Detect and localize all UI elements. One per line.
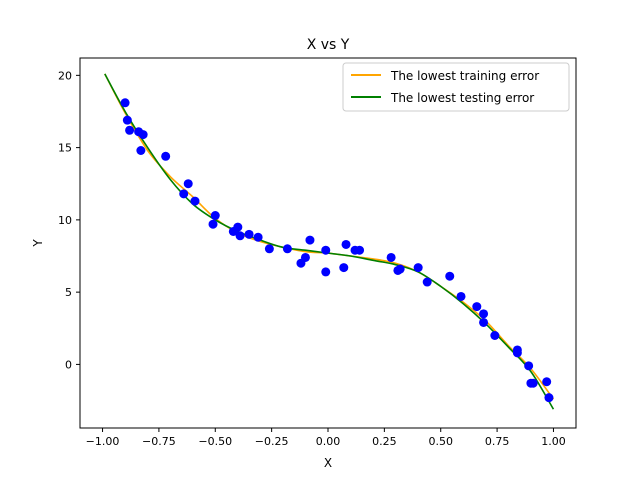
- data-point: [183, 179, 193, 189]
- scatter-points: [120, 98, 554, 403]
- y-tick-label: 10: [58, 214, 72, 227]
- data-point: [321, 267, 331, 277]
- data-point: [413, 263, 423, 273]
- data-point: [544, 393, 554, 403]
- data-point: [456, 291, 466, 301]
- x-tick-label: 0.50: [428, 435, 453, 448]
- y-tick-label: 0: [65, 358, 72, 371]
- data-point: [321, 245, 331, 255]
- y-tick-label: 20: [58, 69, 72, 82]
- data-point: [138, 130, 148, 140]
- data-point: [445, 271, 455, 281]
- data-point: [512, 348, 522, 358]
- data-point: [300, 252, 310, 262]
- x-tick-label: −0.75: [142, 435, 176, 448]
- data-point: [210, 211, 220, 221]
- data-point: [422, 277, 432, 287]
- data-point: [395, 264, 405, 274]
- data-point: [528, 378, 538, 388]
- data-point: [244, 229, 254, 239]
- data-point: [542, 377, 552, 387]
- data-point: [264, 244, 274, 254]
- legend-label-testing: The lowest testing error: [390, 91, 534, 105]
- x-tick-label: −0.25: [255, 435, 289, 448]
- data-point: [161, 151, 171, 161]
- y-tick-label: 15: [58, 142, 72, 155]
- x-tick-label: −1.00: [86, 435, 120, 448]
- legend-label-training: The lowest training error: [390, 69, 539, 83]
- y-axis-ticks: 0 5 10 15 20: [58, 69, 80, 371]
- data-point: [253, 232, 263, 242]
- data-point: [208, 219, 218, 229]
- data-point: [490, 331, 500, 340]
- y-axis-label: Y: [31, 239, 45, 248]
- data-point: [120, 98, 130, 108]
- x-tick-label: −0.50: [198, 435, 232, 448]
- data-point: [479, 317, 489, 327]
- data-point: [125, 125, 135, 135]
- data-point: [233, 222, 243, 232]
- data-point: [355, 245, 365, 255]
- chart-title: X vs Y: [307, 37, 350, 53]
- data-point: [472, 302, 482, 312]
- x-tick-label: 0.00: [316, 435, 341, 448]
- data-point: [386, 252, 396, 262]
- x-tick-label: 1.00: [541, 435, 566, 448]
- data-point: [235, 231, 245, 241]
- x-axis-label: X: [324, 456, 332, 470]
- data-point: [179, 189, 189, 199]
- data-point: [339, 263, 349, 273]
- x-tick-label: 0.75: [485, 435, 510, 448]
- x-axis-ticks: −1.00 −0.75 −0.50 −0.25 0.00 0.25 0.50 0.75 1.00: [86, 428, 566, 448]
- data-point: [190, 196, 200, 206]
- data-point: [524, 361, 534, 371]
- x-tick-label: 0.25: [372, 435, 397, 448]
- legend: The lowest training error The lowest tes…: [342, 62, 570, 112]
- data-point: [282, 244, 292, 254]
- plot-area: [80, 58, 576, 428]
- data-point: [122, 115, 132, 125]
- legend-box: [342, 62, 570, 112]
- y-tick-label: 5: [65, 286, 72, 299]
- data-point: [479, 309, 489, 319]
- data-point: [305, 235, 315, 245]
- data-point: [136, 146, 146, 155]
- data-point: [341, 239, 351, 249]
